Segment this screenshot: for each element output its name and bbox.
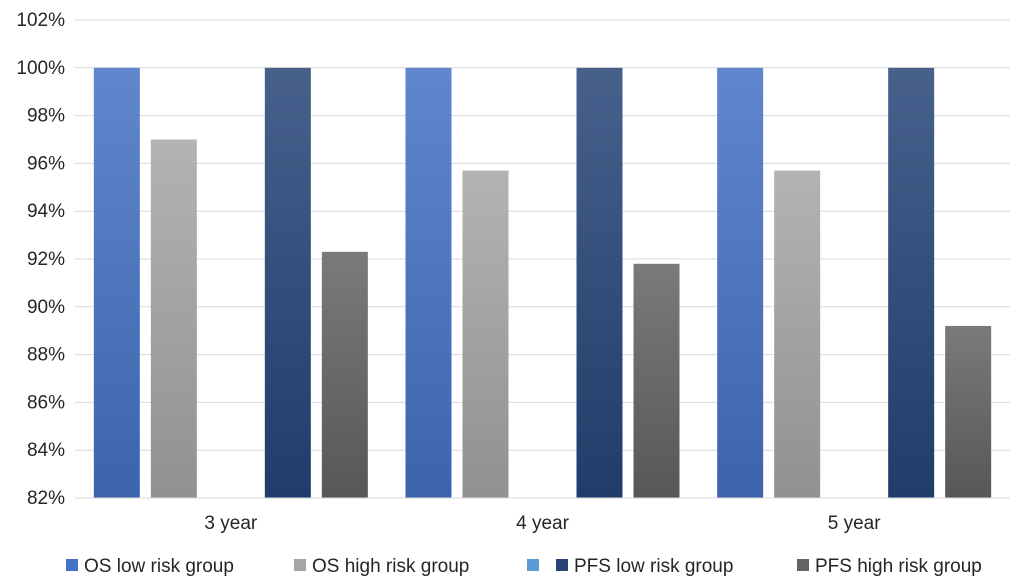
legend-label: PFS low risk group [574,556,733,577]
bar-os-high-risk-group-4-year [462,170,509,498]
legend-swatch [294,559,306,571]
x-axis: 3 year 4 year 5 year [75,497,1010,534]
y-tick-label: 102% [16,10,65,31]
y-tick-label: 94% [27,201,65,222]
y-tick-label: 98% [27,106,65,127]
x-category-label: 3 year [204,513,257,534]
x-category-label: 5 year [828,513,881,534]
bar-pfs-high-risk-group-3-year [321,251,368,498]
legend-swatch [797,559,809,571]
legend-swatch [556,559,568,571]
legend-label: OS high risk group [312,556,469,577]
y-tick-label: 88% [27,345,65,366]
legend-label: OS low risk group [84,556,234,577]
y-tick-label: 90% [27,297,65,318]
bar-os-low-risk-group-4-year [405,67,452,499]
bar-pfs-high-risk-group-5-year [945,325,992,498]
y-axis: 82% 84% 86% 88% 90% 92% 94% 96% 98% 100% 102% [16,10,65,509]
legend-label: PFS high risk group [815,556,982,577]
bar-pfs-low-risk-group-4-year [576,67,623,499]
legend-swatch [66,559,78,571]
y-tick-label: 96% [27,153,65,174]
y-tick-label: 82% [27,488,65,509]
y-tick-label: 86% [27,392,65,413]
bar-os-low-risk-group-3-year [93,67,140,499]
y-tick-label: 92% [27,249,65,270]
legend-swatch [527,559,539,571]
bar-pfs-low-risk-group-3-year [264,67,311,499]
bar-os-high-risk-group-5-year [774,170,821,498]
bars [93,67,992,499]
x-category-label: 4 year [516,513,569,534]
y-tick-label: 84% [27,440,65,461]
gridlines [75,19,1010,499]
bar-pfs-low-risk-group-5-year [888,67,935,499]
y-tick-label: 100% [16,58,65,79]
bar-os-low-risk-group-5-year [717,67,764,499]
legend: OS low risk group OS high risk group PFS l… [66,556,982,577]
bar-os-high-risk-group-3-year [150,139,197,498]
bar-pfs-high-risk-group-4-year [633,263,680,498]
